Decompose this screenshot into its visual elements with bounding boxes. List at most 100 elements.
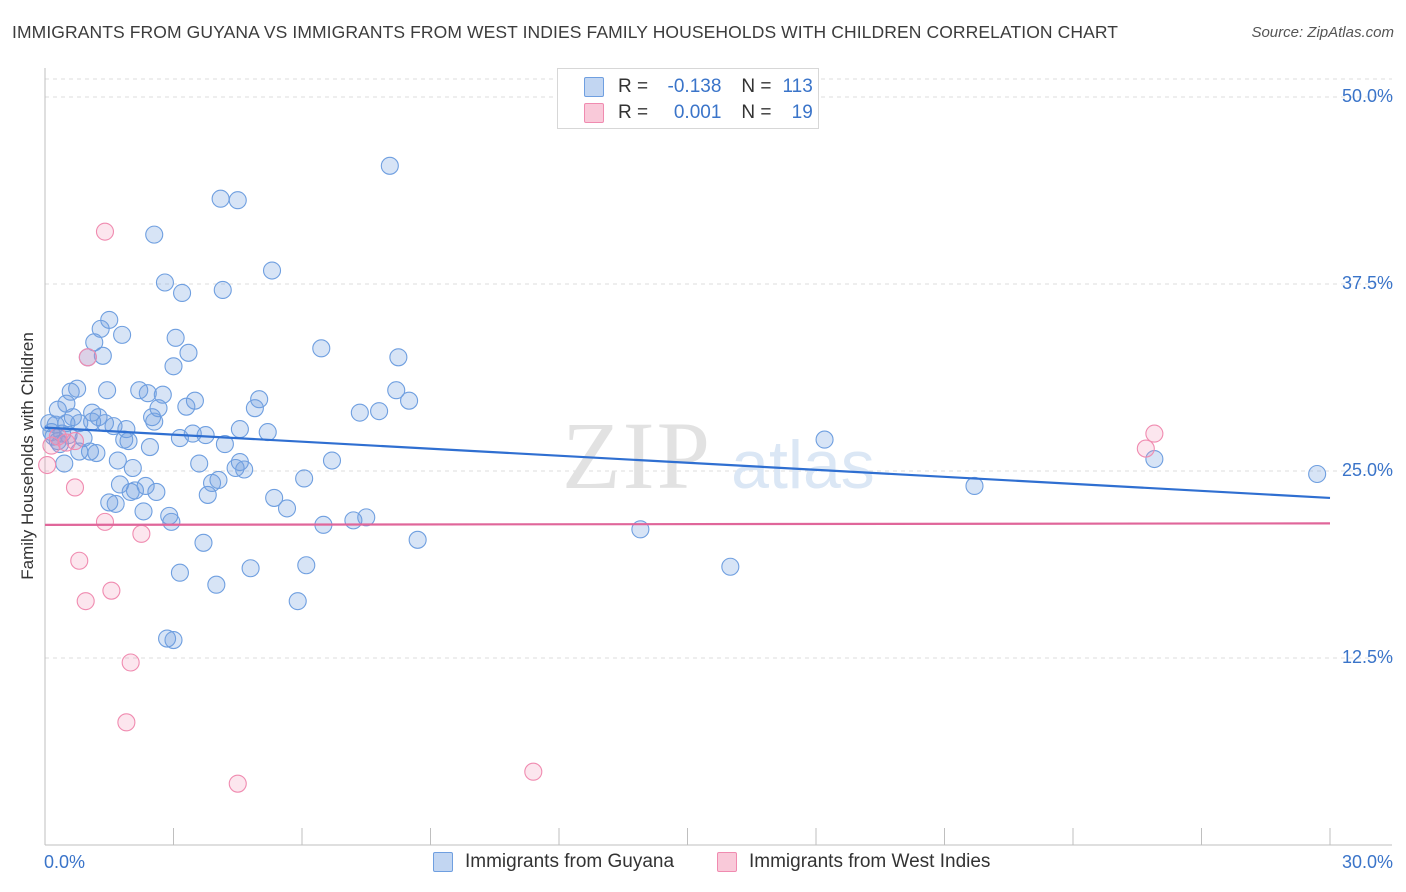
guyana-point: [262, 261, 282, 280]
guyana-point: [295, 469, 314, 488]
legend-row-guyana: R = -0.138 N = 113: [584, 75, 813, 99]
guyana-point: [288, 592, 307, 611]
x-tick-label-max: 30.0%: [1341, 852, 1393, 872]
guyana-point: [125, 481, 144, 500]
series-west-indies-points: [38, 222, 1164, 793]
west-indies-point: [102, 581, 121, 600]
source-label: Source: ZipAtlas.com: [1251, 24, 1394, 41]
guyana-point: [134, 502, 153, 521]
guyana-point: [277, 499, 297, 518]
guyana-point: [108, 451, 127, 470]
west-indies-point: [1136, 439, 1155, 458]
legend-swatch-blue: [584, 77, 604, 97]
guyana-point: [194, 533, 213, 552]
bottom-legend-label: Immigrants from West Indies: [749, 851, 991, 872]
guyana-point: [190, 454, 209, 473]
guyana-point: [380, 156, 399, 175]
legend-r-value: 0.001: [673, 102, 722, 123]
guyana-point: [140, 438, 159, 457]
guyana-point: [245, 399, 264, 418]
guyana-point: [113, 325, 132, 344]
correlation-legend: R = -0.138 N = 113 R = 0.001 N = 19: [557, 68, 819, 129]
west-indies-point: [42, 436, 61, 455]
guyana-point: [389, 348, 408, 367]
guyana-point: [166, 328, 185, 347]
guyana-point: [158, 629, 177, 648]
west-indies-trend-line: [44, 522, 1331, 526]
guyana-point: [100, 310, 119, 329]
guyana-point: [230, 420, 249, 439]
guyana-point: [400, 391, 419, 410]
legend-swatch-pink: [584, 103, 604, 123]
legend-swatch-blue: [433, 852, 453, 872]
guyana-point: [100, 493, 119, 512]
guyana-point: [213, 280, 232, 300]
guyana-point: [145, 412, 164, 431]
y-tick-label: 12.5%: [1341, 647, 1393, 667]
guyana-point: [179, 343, 198, 362]
x-tick-label-min: 0.0%: [44, 852, 86, 872]
guyana-point: [357, 508, 376, 527]
guyana-point: [241, 559, 260, 578]
legend-n-value: 19: [791, 102, 813, 123]
trend-lines: [44, 426, 1331, 526]
legend-r-label: R =: [618, 76, 649, 97]
west-indies-point: [132, 524, 151, 543]
guyana-point: [312, 339, 331, 358]
guyana-point: [93, 346, 112, 365]
west-indies-point: [95, 512, 115, 531]
watermark-atlas: atlas: [731, 427, 875, 503]
west-indies-point: [78, 348, 97, 367]
guyana-point: [55, 454, 74, 473]
guyana-point: [153, 385, 172, 404]
guyana-point: [721, 557, 740, 576]
guyana-point: [370, 402, 389, 421]
y-tick-label: 50.0%: [1341, 86, 1393, 106]
guyana-point: [1308, 464, 1327, 484]
guyana-point: [322, 451, 342, 470]
guyana-point: [297, 556, 316, 575]
watermark: ZIP atlas: [562, 402, 875, 509]
bottom-legend-west-indies: Immigrants from West Indies: [717, 851, 990, 873]
guyana-point: [209, 470, 228, 490]
chart-title: IMMIGRANTS FROM GUYANA VS IMMIGRANTS FRO…: [12, 22, 1119, 42]
guyana-point: [258, 423, 277, 442]
legend-swatch-pink: [717, 852, 737, 872]
guyana-point: [350, 403, 369, 422]
west-indies-point: [524, 762, 543, 781]
guyana-point: [155, 273, 174, 292]
guyana-point: [123, 458, 142, 478]
west-indies-point: [117, 713, 136, 732]
guyana-point: [138, 384, 157, 403]
guyana-point: [162, 512, 181, 531]
guyana-point: [265, 488, 284, 507]
bottom-legend-guyana: Immigrants from Guyana: [433, 851, 674, 873]
west-indies-point: [228, 774, 247, 793]
y-tick-label: 37.5%: [1341, 273, 1393, 293]
guyana-point: [173, 283, 192, 303]
y-tick-label: 25.0%: [1341, 460, 1393, 480]
watermark-zip: ZIP: [562, 402, 712, 509]
guyana-point: [119, 432, 138, 451]
guyana-point: [250, 390, 269, 409]
guyana-point: [387, 381, 406, 400]
guyana-point: [215, 435, 234, 454]
guyana-point: [211, 189, 230, 208]
guyana-point: [207, 575, 226, 594]
guyana-point: [164, 630, 183, 650]
west-indies-point: [121, 653, 140, 672]
guyana-point: [164, 357, 183, 376]
legend-r-label: R =: [618, 102, 649, 123]
west-indies-point: [76, 592, 95, 611]
west-indies-point: [38, 455, 57, 475]
guyana-point: [68, 379, 87, 398]
west-indies-point: [95, 222, 115, 241]
guyana-trend-line: [44, 426, 1331, 500]
guyana-point: [87, 443, 106, 463]
guyana-point: [235, 460, 254, 479]
guyana-point: [198, 485, 217, 504]
guyana-point: [145, 225, 164, 244]
guyana-point: [170, 563, 189, 582]
legend-row-west-indies: R = 0.001 N = 19: [584, 101, 813, 125]
